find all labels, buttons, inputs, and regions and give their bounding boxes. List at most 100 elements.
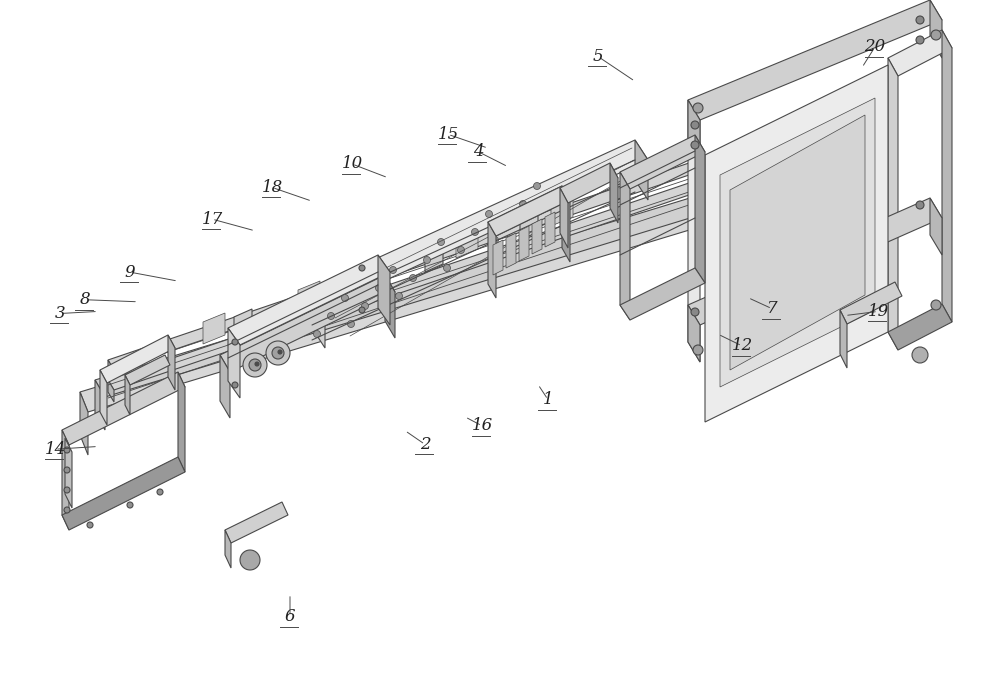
Text: 6: 6 [285, 608, 295, 625]
Text: 5: 5 [593, 48, 603, 65]
Circle shape [931, 300, 941, 310]
Polygon shape [80, 185, 772, 412]
Polygon shape [840, 310, 847, 368]
Circle shape [912, 347, 928, 363]
Circle shape [691, 141, 699, 149]
Circle shape [342, 294, 349, 302]
Circle shape [255, 362, 259, 366]
Polygon shape [562, 186, 570, 262]
Polygon shape [942, 30, 952, 322]
Circle shape [362, 302, 369, 309]
Polygon shape [840, 282, 902, 324]
Text: 4: 4 [473, 143, 483, 160]
Polygon shape [888, 58, 898, 350]
Text: 18: 18 [261, 179, 283, 196]
Polygon shape [488, 186, 570, 236]
Circle shape [328, 313, 335, 320]
Polygon shape [551, 195, 573, 226]
Circle shape [396, 293, 403, 300]
Polygon shape [168, 335, 175, 390]
Circle shape [931, 30, 941, 40]
Circle shape [444, 265, 451, 271]
Polygon shape [225, 530, 231, 568]
Circle shape [691, 121, 699, 129]
Circle shape [278, 350, 282, 354]
Circle shape [243, 353, 267, 377]
Circle shape [64, 487, 70, 493]
Circle shape [486, 211, 493, 218]
Polygon shape [80, 392, 88, 455]
Polygon shape [520, 212, 538, 240]
Text: 1: 1 [543, 391, 553, 408]
Circle shape [506, 218, 512, 225]
Polygon shape [560, 188, 568, 248]
Polygon shape [720, 98, 875, 387]
Text: 15: 15 [437, 126, 459, 143]
Text: 7: 7 [767, 300, 777, 317]
Polygon shape [108, 165, 748, 390]
Circle shape [272, 347, 284, 359]
Polygon shape [705, 65, 888, 422]
Polygon shape [125, 375, 130, 415]
Polygon shape [100, 335, 175, 383]
Polygon shape [220, 275, 395, 372]
Circle shape [472, 229, 479, 236]
Polygon shape [688, 0, 942, 120]
Polygon shape [62, 457, 185, 530]
Polygon shape [100, 370, 107, 425]
Circle shape [266, 341, 290, 365]
Polygon shape [493, 240, 503, 275]
Polygon shape [488, 186, 570, 236]
Text: 8: 8 [80, 291, 90, 308]
Polygon shape [378, 255, 390, 325]
Polygon shape [62, 430, 69, 530]
Polygon shape [95, 175, 775, 397]
Circle shape [438, 238, 445, 245]
Circle shape [232, 339, 238, 345]
Circle shape [390, 267, 397, 274]
Circle shape [916, 16, 924, 24]
Polygon shape [545, 212, 555, 247]
Circle shape [64, 467, 70, 473]
Polygon shape [620, 268, 705, 320]
Text: 19: 19 [867, 303, 889, 320]
Circle shape [127, 502, 133, 508]
Circle shape [410, 274, 417, 282]
Circle shape [87, 522, 93, 528]
Circle shape [348, 320, 355, 327]
Polygon shape [228, 255, 390, 345]
Polygon shape [930, 198, 942, 255]
Circle shape [424, 256, 431, 263]
Polygon shape [178, 372, 185, 472]
Text: 17: 17 [201, 211, 223, 227]
Text: 2: 2 [420, 436, 430, 453]
Polygon shape [385, 275, 395, 338]
Polygon shape [695, 135, 705, 283]
Circle shape [376, 285, 383, 291]
Polygon shape [234, 309, 252, 337]
Polygon shape [108, 360, 114, 382]
Polygon shape [888, 30, 952, 76]
Text: 20: 20 [864, 39, 886, 55]
Polygon shape [888, 304, 952, 350]
Circle shape [693, 345, 703, 355]
Polygon shape [730, 115, 865, 370]
Circle shape [492, 236, 499, 243]
Circle shape [691, 308, 699, 316]
Polygon shape [228, 328, 240, 398]
Polygon shape [688, 305, 700, 362]
Circle shape [314, 331, 321, 338]
Circle shape [232, 382, 238, 388]
Polygon shape [108, 145, 748, 370]
Circle shape [534, 183, 540, 189]
Polygon shape [456, 227, 478, 258]
Polygon shape [488, 222, 496, 298]
Text: 14: 14 [44, 441, 66, 457]
Polygon shape [225, 502, 288, 543]
Polygon shape [65, 438, 72, 508]
Polygon shape [765, 175, 775, 225]
Circle shape [359, 307, 365, 313]
Text: 3: 3 [55, 305, 65, 322]
Circle shape [916, 36, 924, 44]
Circle shape [249, 359, 261, 371]
